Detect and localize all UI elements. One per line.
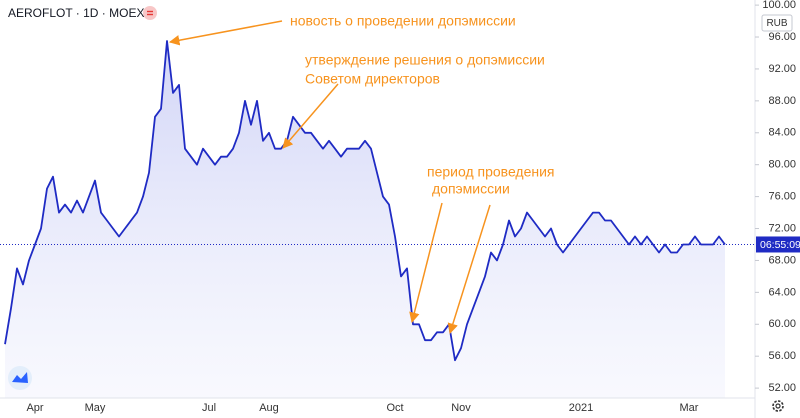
chart-title: AEROFLOT · 1D · MOEX bbox=[8, 6, 144, 20]
y-tick-label: 56.00 bbox=[768, 350, 796, 362]
y-tick-label: 88.00 bbox=[768, 95, 796, 107]
y-tick-label: 72.00 bbox=[768, 222, 796, 234]
x-tick-label: Oct bbox=[386, 402, 403, 414]
area bbox=[5, 41, 725, 398]
annotation-arrow bbox=[447, 204, 491, 335]
y-tick-label: 100.00 bbox=[762, 0, 796, 11]
y-tick-label: 68.00 bbox=[768, 254, 796, 266]
y-tick-label: 76.00 bbox=[768, 191, 796, 203]
y-tick-label: 84.00 bbox=[768, 127, 796, 139]
annotation: новость о проведении допэмиссии bbox=[290, 13, 516, 29]
annotation: период проведения bbox=[427, 164, 555, 180]
last-label: 06:55:09 bbox=[760, 239, 800, 251]
annotation-arrow bbox=[168, 20, 283, 46]
annotation: утверждение решения о допэмиссии bbox=[305, 52, 545, 68]
x-tick-label: Nov bbox=[451, 402, 471, 414]
price-line bbox=[4, 40, 726, 362]
currency-box[interactable] bbox=[761, 14, 793, 32]
x-tick-label: Aug bbox=[259, 402, 279, 414]
x-tick-label: Mar bbox=[680, 402, 699, 414]
currency: RUB bbox=[766, 18, 787, 29]
annotation-arrow bbox=[409, 202, 443, 324]
logo[interactable] bbox=[8, 366, 32, 390]
plot bbox=[0, 40, 755, 398]
y-tick-label: 80.00 bbox=[768, 159, 796, 171]
x-tick-label: Jul bbox=[202, 402, 216, 414]
y-tick-label: 52.00 bbox=[768, 382, 796, 394]
annotation-arrow bbox=[282, 83, 339, 149]
y-tick-label: 60.00 bbox=[768, 318, 796, 330]
x-tick-label: Apr bbox=[26, 402, 43, 414]
y-tick-label: 96.00 bbox=[768, 31, 796, 43]
settings-icon[interactable] bbox=[772, 400, 784, 412]
y-tick-label: 64.00 bbox=[768, 286, 796, 298]
annotation: Советом директоров bbox=[305, 71, 440, 87]
y-tick-label: 92.00 bbox=[768, 63, 796, 75]
last-price-box bbox=[756, 236, 800, 253]
x-tick-label: May bbox=[85, 402, 106, 414]
annotation: допэмиссии bbox=[432, 181, 510, 197]
status-icon bbox=[143, 6, 157, 20]
x-tick-label: 2021 bbox=[569, 402, 593, 414]
